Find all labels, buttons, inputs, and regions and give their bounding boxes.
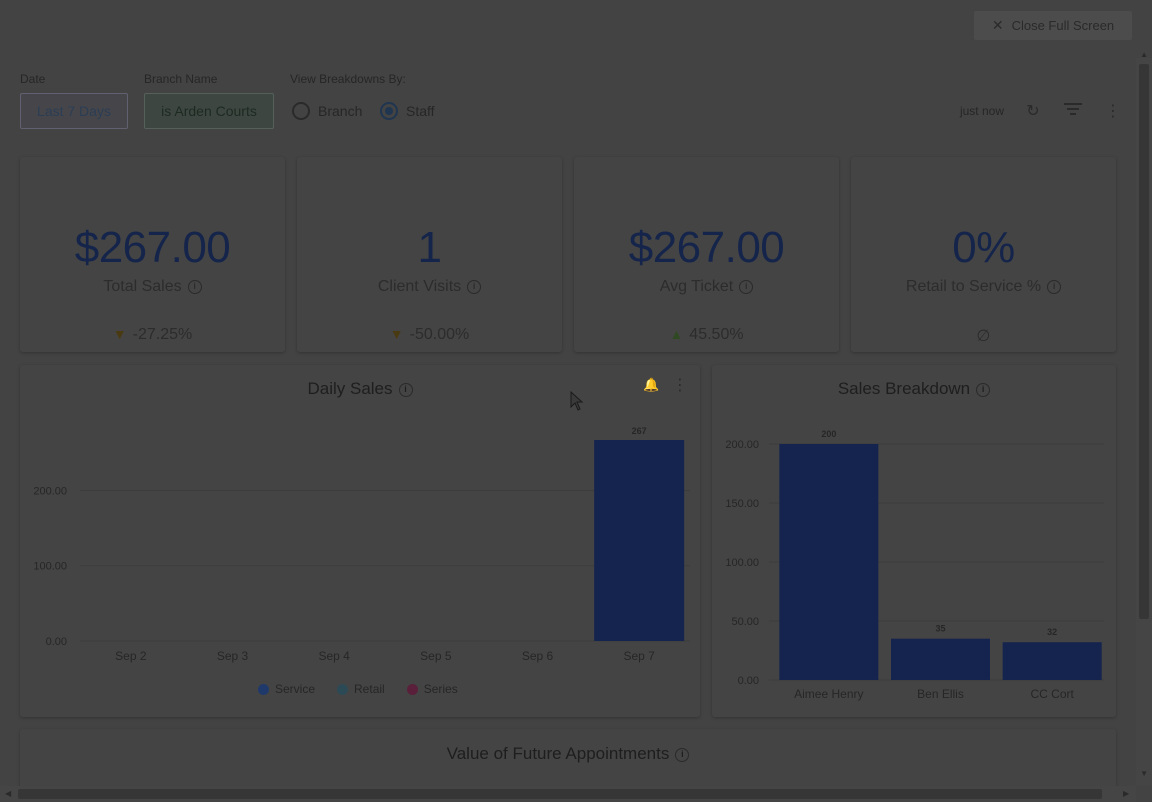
kpi-card-avg-ticket[interactable]: $267.00 Avg Ticket i ▲ 45.50% xyxy=(574,157,839,352)
refresh-icon[interactable]: ↻ xyxy=(1026,103,1040,120)
y-tick-label: 50.00 xyxy=(731,616,759,628)
daily-sales-chart: 0.00 100.00 200.00 Sep 2 Sep 3 Sep 4 Sep 5 Sep … xyxy=(33,426,690,663)
future-appointments-title: Value of Future Appointments i xyxy=(20,744,1116,764)
info-icon[interactable]: i xyxy=(187,279,202,294)
radio-staff[interactable]: Staff xyxy=(380,102,435,120)
triangle-up-icon: ▲ xyxy=(669,326,684,342)
x-tick-label: Aimee Henry xyxy=(794,687,863,701)
vertical-scrollbar[interactable] xyxy=(1136,58,1152,786)
bar xyxy=(1002,642,1102,680)
y-tick-label: 100.00 xyxy=(725,557,759,569)
triangle-down-icon: ▼ xyxy=(112,326,127,342)
branch-filter-label: Branch Name xyxy=(144,72,218,86)
bar xyxy=(891,638,990,680)
close-full-screen-button[interactable]: ✕ Close Full Screen xyxy=(974,11,1132,40)
info-icon[interactable]: i xyxy=(1047,279,1062,294)
horizontal-scrollbar[interactable] xyxy=(0,786,1136,802)
last-updated-text: just now xyxy=(959,104,1004,118)
kpi-change: ▲ 45.50% xyxy=(669,326,744,343)
close-icon: ✕ xyxy=(991,17,1004,33)
kpi-value: $267.00 xyxy=(74,223,231,272)
kpi-change: ▼ -50.00% xyxy=(389,326,470,343)
branch-filter-chip[interactable]: is Arden Courts xyxy=(144,93,274,129)
data-label: 35 xyxy=(935,624,945,634)
kpi-label: Total Sales i xyxy=(20,278,285,296)
filter-icon[interactable] xyxy=(1062,102,1084,121)
kpi-label: Client Visits i xyxy=(297,278,562,296)
y-tick-label: 0.00 xyxy=(738,675,759,687)
y-tick-label: 100.00 xyxy=(33,561,67,573)
x-tick-label: Ben Ellis xyxy=(917,687,964,701)
mouse-cursor-icon xyxy=(570,391,584,411)
radio-circle-selected xyxy=(380,102,398,120)
future-appointments-card: Value of Future Appointments i xyxy=(20,729,1116,789)
y-tick-label: 150.00 xyxy=(725,498,759,510)
info-icon[interactable]: i xyxy=(398,382,413,397)
daily-sales-title: Daily Sales i xyxy=(20,379,700,399)
x-tick-label: Sep 6 xyxy=(522,649,554,663)
x-tick-label: CC Cort xyxy=(1030,687,1074,701)
kpi-change: ▼ -27.25% xyxy=(112,326,193,343)
bar xyxy=(594,440,685,641)
scroll-left-arrow[interactable]: ◀ xyxy=(5,789,12,798)
kpi-change: ∅ xyxy=(976,328,991,345)
kpi-value: 0% xyxy=(952,223,1015,272)
scroll-up-arrow[interactable]: ▲ xyxy=(1140,50,1148,59)
more-vert-icon[interactable]: ⋮ xyxy=(1105,103,1121,120)
close-full-screen-label: Close Full Screen xyxy=(1011,18,1115,33)
kpi-card-client-visits[interactable]: 1 Client Visits i ▼ -50.00% xyxy=(297,157,562,352)
scrollbar-thumb[interactable] xyxy=(1139,64,1149,619)
data-label: 267 xyxy=(632,426,647,436)
bar xyxy=(779,444,879,680)
kpi-value: $267.00 xyxy=(628,223,785,272)
x-tick-label: Sep 2 xyxy=(115,649,147,663)
legend-item-retail[interactable]: Retail xyxy=(337,682,385,696)
kpi-value: 1 xyxy=(417,223,442,272)
dashboard-toolbar: just now ↻ ⋮ xyxy=(960,101,1124,121)
radio-branch-label: Branch xyxy=(318,103,363,119)
kpi-label: Retail to Service % i xyxy=(851,278,1116,296)
radio-circle xyxy=(292,102,310,120)
info-icon[interactable]: i xyxy=(976,382,991,397)
daily-sales-legend: Service Retail Series xyxy=(258,682,458,696)
sales-breakdown-title: Sales Breakdown i xyxy=(712,379,1116,399)
info-icon[interactable]: i xyxy=(675,747,690,762)
x-tick-label: Sep 7 xyxy=(623,649,655,663)
y-tick-label: 200.00 xyxy=(725,439,759,451)
y-tick-label: 200.00 xyxy=(33,485,67,497)
date-filter-chip[interactable]: Last 7 Days xyxy=(20,93,128,129)
triangle-down-icon: ▼ xyxy=(389,326,404,342)
date-filter-label: Date xyxy=(20,72,46,86)
data-label: 32 xyxy=(1047,627,1057,637)
info-icon[interactable]: i xyxy=(739,279,754,294)
x-tick-label: Sep 3 xyxy=(217,649,249,663)
scrollbar-thumb[interactable] xyxy=(18,789,1102,799)
info-icon[interactable]: i xyxy=(467,279,482,294)
radio-branch[interactable]: Branch xyxy=(292,102,362,120)
breakdown-label: View Breakdowns By: xyxy=(290,72,406,86)
sales-breakdown-chart: 0.00 50.00 100.00 150.00 200.00 200 Aimee Henr… xyxy=(725,429,1104,701)
x-tick-label: Sep 4 xyxy=(318,649,350,663)
legend-item-series[interactable]: Series xyxy=(406,682,458,696)
kpi-label: Avg Ticket i xyxy=(574,278,839,296)
sales-breakdown-card: Sales Breakdown i 0.00 50.00 100.00 150.00 20… xyxy=(712,365,1116,717)
more-vert-icon[interactable]: ⋮ xyxy=(672,377,688,394)
kpi-card-total-sales[interactable]: $267.00 Total Sales i ▼ -27.25% xyxy=(20,157,285,352)
daily-sales-card: Daily Sales i 🔔 ⋮ 0.00 100.00 200.00 Sep 2 Se… xyxy=(20,365,700,717)
scroll-right-arrow[interactable]: ▶ xyxy=(1123,789,1130,798)
x-tick-label: Sep 5 xyxy=(420,649,452,663)
kpi-card-retail-to-service[interactable]: 0% Retail to Service % i ∅ xyxy=(851,157,1116,352)
scroll-down-arrow[interactable]: ▼ xyxy=(1140,769,1148,778)
legend-item-service[interactable]: Service xyxy=(258,682,315,696)
y-tick-label: 0.00 xyxy=(46,636,67,648)
radio-staff-label: Staff xyxy=(406,103,435,119)
data-label: 200 xyxy=(821,429,836,439)
bell-icon[interactable]: 🔔 xyxy=(643,377,660,392)
